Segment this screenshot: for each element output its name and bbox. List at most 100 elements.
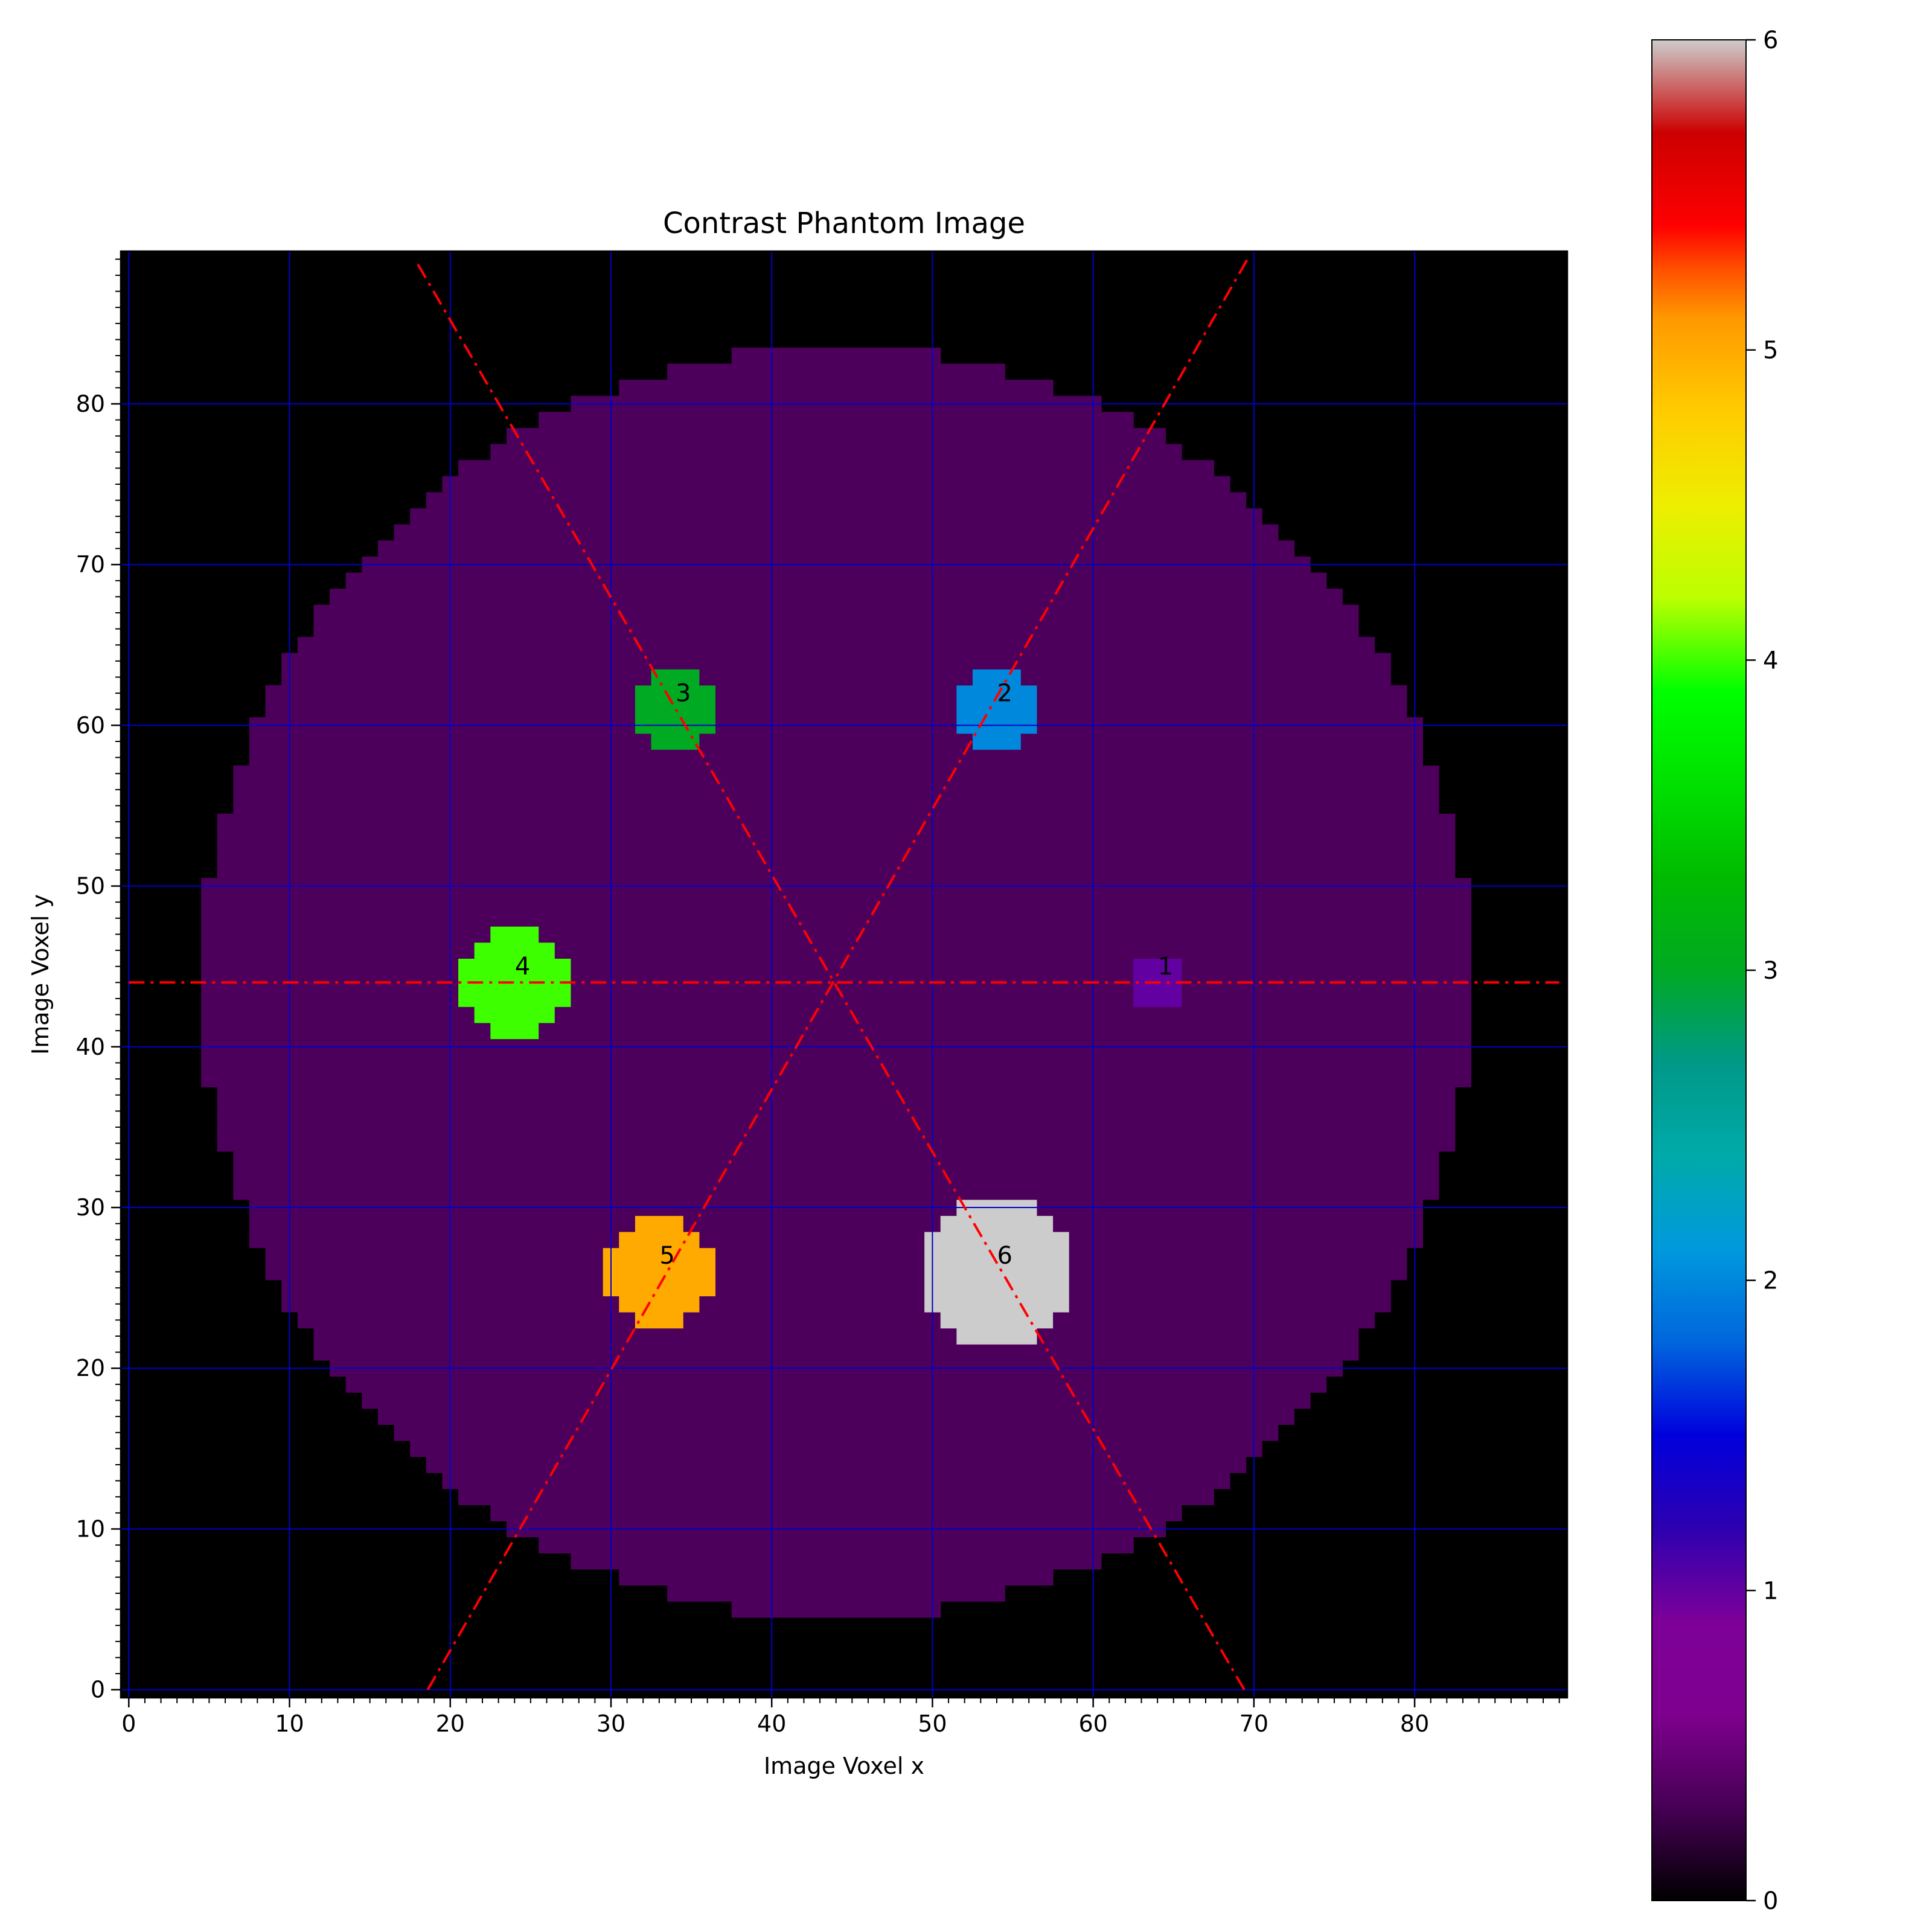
heatmap-cell — [635, 1215, 684, 1232]
x-tick-label: 70 — [1239, 1710, 1268, 1737]
heatmap-cell — [603, 1279, 716, 1297]
heatmap-cell — [619, 1569, 1054, 1586]
heatmap-cell — [731, 347, 941, 364]
x-tick-label: 40 — [757, 1710, 786, 1737]
heatmap-cell — [683, 1215, 941, 1232]
heatmap-cell — [217, 862, 1456, 878]
heatmap-cell — [940, 1215, 1054, 1232]
insert-label: 4 — [515, 953, 530, 980]
heatmap-cell — [539, 1537, 1134, 1553]
heatmap-cell — [313, 1344, 1359, 1361]
heatmap-cell — [490, 1022, 539, 1040]
grid-lines — [121, 251, 1567, 1698]
heatmap-cell — [265, 1264, 604, 1281]
colorbar-ticks: 0 1 2 3 4 5 6 — [1746, 27, 1778, 1915]
heatmap-cell — [699, 1231, 925, 1249]
heatmap-cell — [571, 958, 1134, 975]
heatmap-cell — [201, 910, 1471, 927]
heatmap-cell — [490, 926, 539, 943]
heatmap-cell — [1020, 669, 1391, 686]
heatmap-cell — [442, 1473, 1230, 1489]
heatmap-cell — [554, 1006, 1471, 1023]
heatmap-cell — [313, 1328, 957, 1345]
heatmap-cell — [249, 1215, 636, 1232]
heatmap-cell — [233, 1151, 1439, 1168]
y-tick-label: 50 — [76, 873, 105, 900]
guide-line — [414, 258, 1246, 1690]
heatmap-cell — [410, 508, 1262, 525]
insert-label: 6 — [997, 1242, 1012, 1270]
heatmap-cell — [715, 1247, 925, 1264]
heatmap-cell — [233, 781, 1439, 798]
heatmap-cell — [554, 942, 1471, 959]
colorbar-tick-label: 4 — [1763, 647, 1778, 674]
heatmap-cell — [217, 813, 1456, 830]
heatmap-cell — [539, 1022, 1471, 1040]
heatmap-cell — [715, 1264, 925, 1281]
heatmap-cell — [458, 460, 1214, 477]
heatmap-cell — [281, 1279, 604, 1297]
colorbar-tick-label: 0 — [1763, 1887, 1778, 1915]
heatmap-cell — [233, 1183, 1439, 1200]
heatmap-cell — [619, 1296, 700, 1313]
heatmap-cell — [201, 1070, 1471, 1087]
heatmap-cell — [1069, 1231, 1423, 1249]
heatmap-cell — [330, 589, 1343, 606]
chart-title: Contrast Phantom Image — [663, 206, 1025, 240]
colorbar-gradient — [1651, 39, 1747, 1901]
heatmap-cell — [362, 1392, 1311, 1409]
heatmap-cell — [956, 1328, 1038, 1345]
heatmap-cell — [715, 1279, 925, 1297]
heatmap-cell — [201, 990, 459, 1007]
heatmap-cell — [619, 379, 1054, 397]
heatmap-cell — [651, 669, 700, 686]
heatmap-cell — [1069, 1264, 1407, 1281]
heatmap-cell — [924, 1264, 1070, 1281]
heatmap-cell — [233, 798, 1439, 814]
heatmap-cell — [410, 1441, 1262, 1457]
axes: 0 10 20 30 40 50 60 70 80 0 10 20 30 40 50 60 70 80 — [76, 250, 1569, 1737]
heatmap-cell — [699, 669, 973, 686]
heatmap-cell — [426, 1456, 1247, 1473]
heatmap-cell — [474, 942, 555, 959]
heatmap-cell — [539, 926, 1471, 943]
heatmap-cell — [667, 1585, 1005, 1602]
heatmap-cell — [635, 685, 716, 702]
heatmap-cell — [426, 492, 1247, 509]
y-tick-label: 40 — [76, 1034, 105, 1060]
insert-label: 1 — [1158, 953, 1173, 980]
x-tick-label: 60 — [1078, 1710, 1107, 1737]
heatmap-cell — [297, 1312, 636, 1329]
heatmap-cell — [956, 701, 1038, 718]
heatmap-cells — [201, 347, 1471, 1618]
guide-line — [426, 258, 1249, 1690]
heatmap-cell — [442, 476, 1230, 493]
heatmap-cell — [313, 621, 1359, 638]
heatmap-cell — [603, 1247, 716, 1264]
y-tick-label: 20 — [76, 1355, 105, 1381]
heatmap-cell — [297, 636, 1375, 654]
heatmap-cell — [217, 1087, 1456, 1104]
heatmap-cell — [924, 1279, 1070, 1297]
heatmap-cell — [924, 1296, 1070, 1313]
heatmap-cell — [217, 1119, 1456, 1136]
heatmap-cell — [539, 412, 1134, 429]
heatmap-cell — [201, 894, 1471, 911]
heatmap-cell — [1182, 958, 1471, 975]
colorbar-tick-label: 6 — [1763, 27, 1778, 54]
heatmap-cell — [1069, 1296, 1391, 1313]
region-labels: 1 2 3 4 5 6 — [515, 679, 1173, 1270]
heatmap-cell — [394, 524, 1279, 541]
heatmap-cell — [683, 1312, 941, 1329]
heatmap-cell — [377, 540, 1295, 557]
heatmap-cell — [313, 604, 1359, 621]
heatmap-cell — [715, 701, 957, 718]
x-tick-label: 50 — [918, 1710, 947, 1737]
heatmap-cell — [490, 1505, 1182, 1521]
heatmap-cell — [201, 1055, 1471, 1072]
heatmap-cell — [217, 1135, 1456, 1152]
heatmap-cell — [458, 1488, 1214, 1506]
heatmap-cell — [972, 733, 1022, 750]
heatmap-cell — [940, 1312, 1054, 1329]
